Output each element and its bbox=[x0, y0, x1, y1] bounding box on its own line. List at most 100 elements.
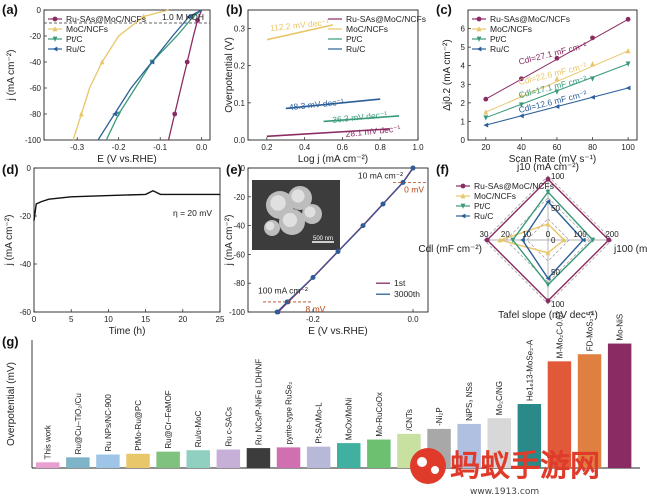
legend-marker bbox=[52, 46, 58, 52]
data-point bbox=[184, 59, 190, 65]
radar-tick: 50 bbox=[551, 204, 560, 213]
x-tick-label: 60 bbox=[552, 143, 561, 152]
bar-category-label: Ru NPs/NC-900 bbox=[104, 394, 113, 452]
x-axis-label: E (V vs.RHE) bbox=[308, 326, 367, 337]
series-line bbox=[285, 98, 381, 110]
panel-label: (d) bbox=[2, 162, 19, 177]
ant-logo-icon-detail bbox=[431, 466, 439, 474]
fit-line bbox=[485, 50, 629, 113]
radar-point bbox=[484, 237, 490, 243]
data-point bbox=[625, 16, 631, 22]
radar-tick: 100 bbox=[551, 172, 565, 181]
tafel-slope-label: 36.3 mV dec⁻¹ bbox=[332, 109, 388, 125]
data-point bbox=[518, 102, 524, 108]
radar-tick: 100 bbox=[573, 230, 587, 239]
sem-particle bbox=[282, 212, 298, 228]
sem-particle bbox=[304, 206, 316, 218]
bar-category-label: Ru@Cu–TiO₂/Cu bbox=[74, 393, 83, 454]
radar-point bbox=[545, 189, 551, 195]
legend-entry: MoC/NCFs bbox=[66, 24, 108, 34]
data-point bbox=[483, 96, 489, 102]
x-tick-label: 20 bbox=[178, 315, 187, 324]
data-point bbox=[483, 122, 489, 128]
radar-axis-label: Cdl (mF cm⁻²) bbox=[418, 244, 482, 255]
radar-point bbox=[590, 237, 596, 243]
data-point bbox=[410, 165, 416, 171]
y-tick-label: -60 bbox=[233, 250, 245, 259]
panel-label: (c) bbox=[436, 2, 452, 17]
y-tick-label: 0.3 bbox=[234, 25, 246, 34]
legend-marker bbox=[476, 36, 482, 42]
y-tick-label: -60 bbox=[19, 308, 31, 317]
watermark-url: www.1913.com bbox=[470, 487, 539, 497]
bar-category-label: Ru/α-MoC bbox=[194, 410, 203, 447]
radar-tick: 100 bbox=[551, 300, 565, 309]
current-label-100: 100 mA cm⁻² bbox=[258, 286, 308, 296]
data-point bbox=[116, 111, 122, 117]
data-point bbox=[625, 61, 631, 67]
radar-axis-label: Tafel slope (mV dec⁻¹) bbox=[498, 310, 598, 321]
legend-entry: Ru-SAs@MoC/NCFs bbox=[474, 181, 554, 191]
y-tick-label: 0 bbox=[37, 6, 42, 15]
data-point bbox=[360, 223, 366, 229]
series-line bbox=[105, 9, 203, 141]
radar-point bbox=[545, 221, 551, 227]
legend-marker bbox=[460, 183, 466, 189]
bar-category-label: Mo₂C/NG bbox=[495, 381, 504, 415]
bar-category-label: This work bbox=[44, 424, 53, 459]
legend-marker bbox=[460, 203, 466, 209]
data-point bbox=[195, 18, 200, 23]
y-tick-label: 5 bbox=[461, 43, 466, 52]
data-point bbox=[518, 92, 524, 98]
bar-category-label: NiPS₃ NSs bbox=[465, 382, 474, 421]
legend-marker bbox=[52, 16, 58, 22]
y-tick-label: 4 bbox=[461, 62, 466, 71]
series-line bbox=[167, 9, 203, 141]
data-point bbox=[625, 47, 631, 54]
y-tick-label: 6 bbox=[461, 25, 466, 34]
plot-frame bbox=[33, 167, 221, 313]
x-tick-label: -0.2 bbox=[306, 315, 320, 324]
current-label-10: 10 mA cm⁻² bbox=[358, 170, 403, 180]
x-axis-label: Log j (mA cm⁻²) bbox=[298, 154, 368, 165]
data-point bbox=[483, 115, 489, 121]
legend-entry: Ru/C bbox=[474, 211, 493, 221]
panel-a: -0.3 -0.2 -0.1 0.0 0 -20 -40 -60 -80 -100 Ru-SAs@M… bbox=[2, 2, 211, 165]
bar bbox=[577, 354, 602, 468]
data-point bbox=[590, 60, 595, 67]
x-tick-label: 100 bbox=[621, 143, 635, 152]
legend-entry: Ru-SAs@MoC/NCFs bbox=[66, 14, 146, 24]
series-line bbox=[323, 115, 400, 123]
scale-bar-label: 500 nm bbox=[313, 236, 333, 242]
x-tick-label: 40 bbox=[517, 143, 526, 152]
legend-entry: Ru/C bbox=[490, 44, 509, 54]
bar-category-label: pyrite-type RuSe₂ bbox=[285, 382, 294, 445]
bar-category-label: /CNTs bbox=[405, 409, 414, 431]
panel-label: (g) bbox=[2, 334, 19, 349]
legend-entry: MoC/NCFs bbox=[346, 24, 388, 34]
bar-category-label: Ru c-SACs bbox=[224, 407, 233, 447]
x-axis-label: Scan Rate (mV s⁻¹) bbox=[509, 154, 597, 165]
y-tick-label: -60 bbox=[29, 84, 41, 93]
data-point bbox=[172, 111, 178, 117]
bar bbox=[126, 453, 150, 468]
delta-label-100: 8 mV bbox=[306, 304, 326, 314]
panel-label: (a) bbox=[2, 2, 18, 17]
y-tick-label: -100 bbox=[25, 136, 42, 145]
y-axis-label: Overpotential (V) bbox=[224, 37, 235, 113]
y-tick-label: 1 bbox=[461, 117, 466, 126]
overpotential-label: η = 20 mV bbox=[173, 208, 212, 218]
y-tick-label: -20 bbox=[19, 212, 31, 221]
y-tick-label: -80 bbox=[29, 110, 41, 119]
bar bbox=[457, 423, 481, 468]
bar bbox=[517, 404, 542, 468]
x-tick-label: 0.0 bbox=[407, 315, 419, 324]
bar bbox=[306, 446, 331, 468]
y-axis-label: Overpotential (mV) bbox=[6, 362, 17, 446]
y-tick-label: -20 bbox=[233, 193, 245, 202]
bar-category-label: He1ₑ13-MoSe₂-A bbox=[525, 339, 534, 401]
data-point bbox=[518, 76, 524, 82]
legend-marker bbox=[476, 46, 482, 52]
radar-axis-label: j100 (mA cm⁻²) bbox=[613, 244, 647, 255]
